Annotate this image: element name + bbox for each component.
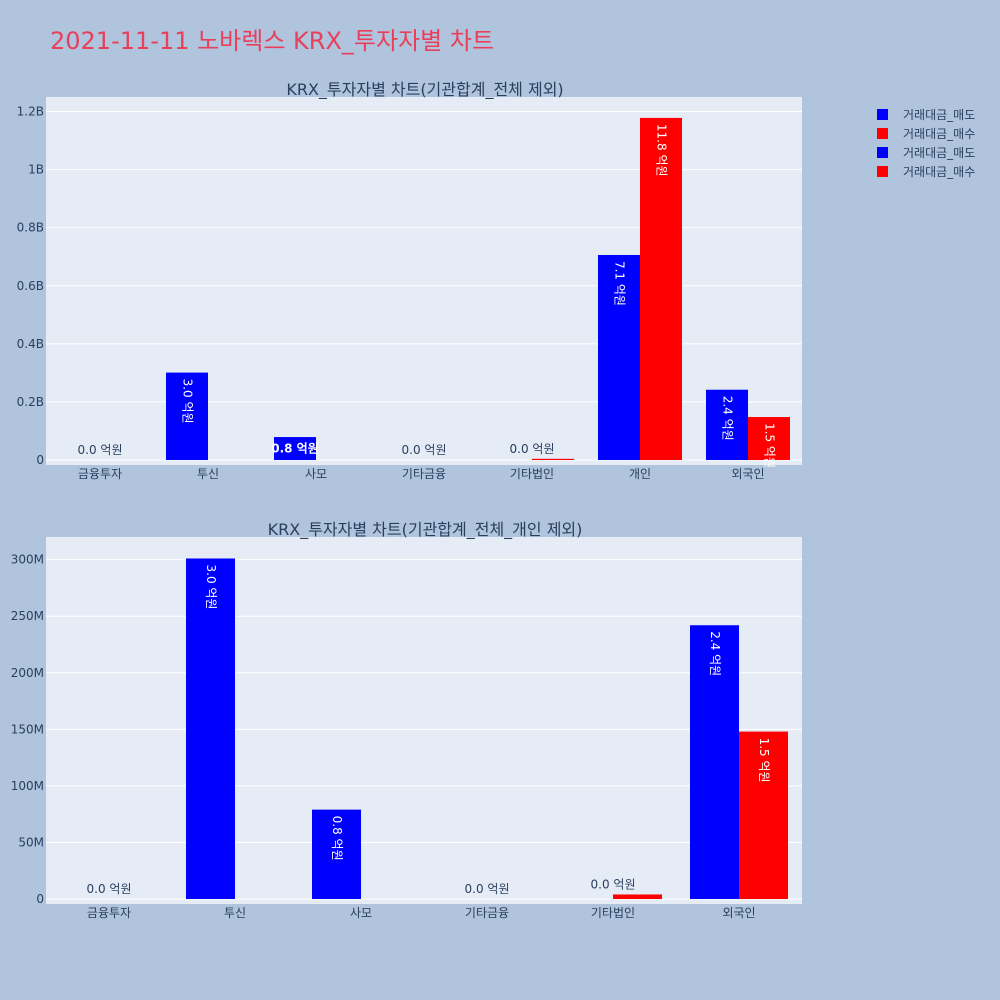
legend-item[interactable]: 거래대금_매수 bbox=[903, 127, 975, 141]
x-tick-label: 기타법인 bbox=[510, 467, 554, 481]
bar-label: 3.0 억원 bbox=[181, 379, 195, 424]
bar-label: 11.8 억원 bbox=[655, 124, 669, 177]
bar-sell bbox=[706, 389, 748, 460]
y-tick-label: 300M bbox=[11, 553, 44, 567]
chart-panel-1: 0 0.2B 0.4B 0.6B 0.8B 1B 1.2B KRX_투자자별 차트(기관합계_… bbox=[17, 80, 802, 481]
legend-swatch[interactable] bbox=[877, 128, 888, 139]
bar-label: 0.0 억원 bbox=[465, 882, 510, 896]
y-tick-label: 0.8B bbox=[17, 221, 44, 235]
bar-sell bbox=[186, 558, 235, 899]
bar-label: 3.0 억원 bbox=[204, 564, 218, 609]
y-tick-label: 200M bbox=[11, 666, 44, 680]
x-tick-label: 기타금융 bbox=[465, 906, 509, 920]
bar-sell bbox=[598, 254, 640, 460]
bar-buy bbox=[739, 731, 788, 899]
x-tick-label: 사모 bbox=[350, 906, 372, 920]
y-tick-label: 1.2B bbox=[17, 105, 44, 119]
plot-area bbox=[46, 537, 802, 904]
bar-label: 0.0 억원 bbox=[510, 442, 555, 456]
legend-item[interactable]: 거래대금_매도 bbox=[903, 108, 975, 122]
chart-title: KRX_투자자별 차트(기관합계_전체 제외) bbox=[286, 80, 563, 100]
legend-swatch[interactable] bbox=[877, 109, 888, 120]
bar-label: 0.8 억원 bbox=[271, 442, 319, 456]
x-tick-label: 사모 bbox=[305, 467, 327, 481]
bar-sell bbox=[690, 625, 739, 899]
bar-label: 0.8 억원 bbox=[330, 816, 344, 861]
bar-sell bbox=[166, 372, 208, 460]
bar-sell bbox=[312, 809, 361, 899]
y-tick-label: 0.2B bbox=[17, 395, 44, 409]
chart-title: KRX_투자자별 차트(기관합계_전체_개인 제외) bbox=[268, 520, 583, 540]
y-tick-label: 250M bbox=[11, 609, 44, 623]
bar-label: 1.5 억원 bbox=[763, 423, 777, 468]
main-title: 2021-11-11 노바렉스 KRX_투자자별 차트 bbox=[50, 27, 494, 55]
x-tick-label: 투신 bbox=[197, 467, 219, 481]
x-tick-label: 기타금융 bbox=[402, 467, 446, 481]
x-tick-label: 금융투자 bbox=[87, 906, 131, 920]
x-tick-label: 기타법인 bbox=[591, 906, 635, 920]
y-tick-label: 1B bbox=[28, 163, 44, 177]
bar-sell bbox=[274, 437, 316, 460]
x-tick-label: 개인 bbox=[629, 467, 651, 481]
bar-label: 2.4 억원 bbox=[708, 631, 722, 676]
bar-label: 1.5 억원 bbox=[757, 738, 771, 783]
bar-label: 0.0 억원 bbox=[87, 882, 132, 896]
legend-item[interactable]: 거래대금_매도 bbox=[903, 146, 975, 160]
chart-panel-2: 0 50M 100M 150M 200M 250M 300M KRX_투자자별 차트(기관합계… bbox=[11, 520, 802, 920]
bar-label: 2.4 억원 bbox=[721, 396, 735, 441]
bar-label: 7.1 억원 bbox=[613, 261, 627, 306]
x-tick-label: 금융투자 bbox=[78, 467, 122, 481]
legend-item[interactable]: 거래대금_매수 bbox=[903, 165, 975, 179]
plot-area bbox=[46, 97, 802, 465]
bar-buy bbox=[532, 458, 574, 460]
x-tick-label: 투신 bbox=[224, 906, 246, 920]
bar-buy bbox=[613, 894, 662, 899]
bar-label: 0.0 억원 bbox=[402, 443, 447, 457]
y-tick-label: 50M bbox=[18, 835, 44, 849]
y-tick-label: 0 bbox=[36, 892, 44, 906]
bar-buy bbox=[748, 417, 790, 460]
x-tick-label: 외국인 bbox=[731, 467, 764, 481]
y-tick-label: 100M bbox=[11, 779, 44, 793]
y-tick-label: 0.4B bbox=[17, 337, 44, 351]
y-tick-label: 0 bbox=[36, 453, 44, 467]
x-tick-label: 외국인 bbox=[722, 906, 755, 920]
y-tick-label: 0.6B bbox=[17, 279, 44, 293]
bar-label: 0.0 억원 bbox=[78, 443, 123, 457]
legend-swatch[interactable] bbox=[877, 166, 888, 177]
legend-swatch[interactable] bbox=[877, 147, 888, 158]
bar-buy bbox=[640, 117, 682, 460]
y-tick-label: 150M bbox=[11, 722, 44, 736]
bar-label: 0.0 억원 bbox=[591, 877, 636, 891]
